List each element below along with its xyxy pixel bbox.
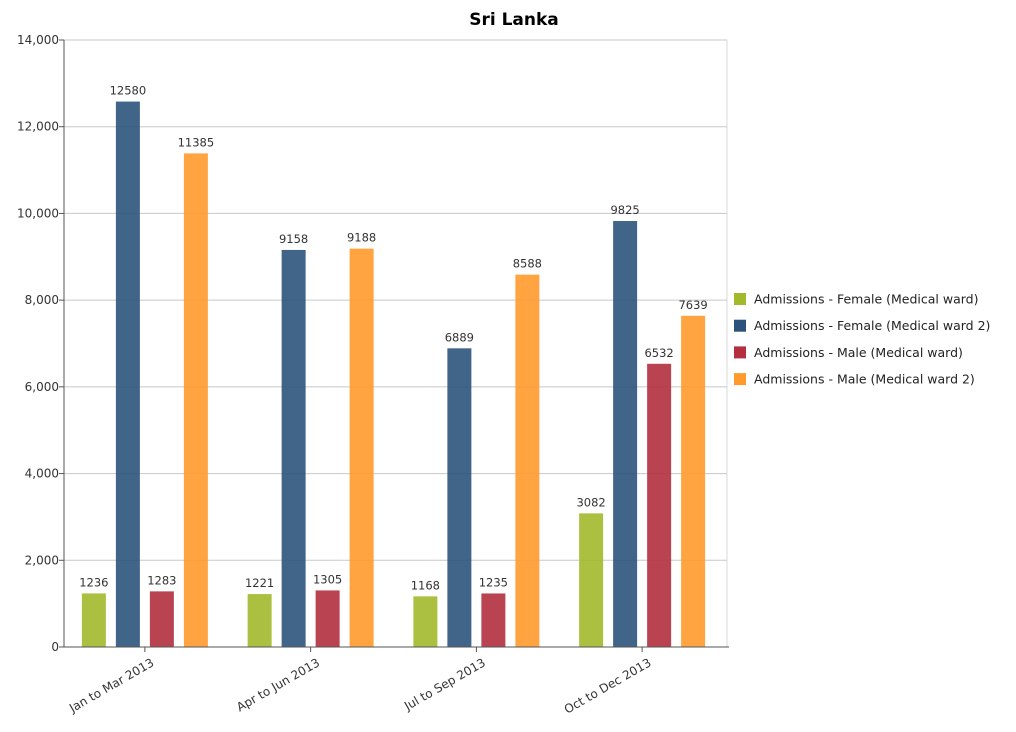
data-label: 11385: [178, 135, 215, 149]
data-label: 7639: [678, 298, 707, 312]
legend-swatch: [734, 319, 746, 332]
data-label: 9188: [347, 231, 376, 245]
x-tick-label: Oct to Dec 2013: [562, 655, 654, 716]
data-label: 1236: [79, 575, 108, 589]
y-tick-label: 4,000: [25, 467, 59, 481]
bar: [81, 593, 106, 647]
legend-swatch: [734, 373, 746, 386]
bar: [579, 513, 604, 647]
y-tick-label: 0: [51, 640, 59, 654]
data-label: 3082: [576, 495, 605, 509]
bar: [149, 591, 174, 647]
data-label: 1235: [479, 575, 508, 589]
data-label: 12580: [110, 84, 147, 98]
legend: Admissions - Female (Medical ward) Admiss…: [734, 292, 990, 387]
chart-title: Sri Lanka: [469, 10, 559, 30]
bar: [315, 590, 340, 647]
data-label: 9825: [610, 203, 639, 217]
data-labels: 1236 12580 1283 11385 1221 9158 1305 9188 1168 68…: [79, 84, 708, 593]
bar: [183, 153, 208, 648]
y-tick-label: 12,000: [17, 120, 59, 134]
bar: [281, 249, 306, 647]
legend-label: Admissions - Male (Medical ward): [754, 345, 963, 360]
bars: [81, 101, 706, 648]
x-tick-label: Jul to Sep 2013: [401, 655, 488, 713]
bar: [247, 594, 272, 647]
data-label: 1305: [313, 572, 342, 586]
bar: [647, 363, 672, 647]
data-label: 6532: [644, 346, 673, 360]
legend-label: Admissions - Female (Medical ward 2): [754, 318, 990, 333]
data-label: 8588: [513, 257, 542, 271]
legend-label: Admissions - Male (Medical ward 2): [754, 372, 975, 387]
x-tick-label: Apr to Jun 2013: [234, 655, 322, 714]
bar: [515, 274, 540, 647]
y-tick-label: 10,000: [17, 206, 59, 220]
y-tick-label: 2,000: [25, 553, 59, 567]
data-label: 1221: [245, 576, 274, 590]
legend-label: Admissions - Female (Medical ward): [754, 292, 978, 307]
bar: [349, 248, 374, 647]
legend-swatch: [734, 293, 746, 305]
bar: [681, 315, 706, 647]
x-tick-label: Jan to Mar 2013: [66, 655, 156, 715]
bar: [115, 101, 140, 648]
bar: [413, 596, 438, 647]
bar: [613, 221, 638, 648]
data-label: 9158: [279, 232, 308, 246]
legend-swatch: [734, 346, 746, 359]
data-label: 1168: [411, 578, 440, 592]
data-label: 6889: [445, 330, 474, 344]
y-tick-label: 8,000: [25, 293, 59, 307]
y-tick-label: 6,000: [25, 380, 59, 394]
bar: [447, 348, 472, 647]
bar: [481, 593, 506, 647]
data-label: 1283: [147, 573, 176, 587]
y-tick-label: 14,000: [17, 33, 59, 47]
